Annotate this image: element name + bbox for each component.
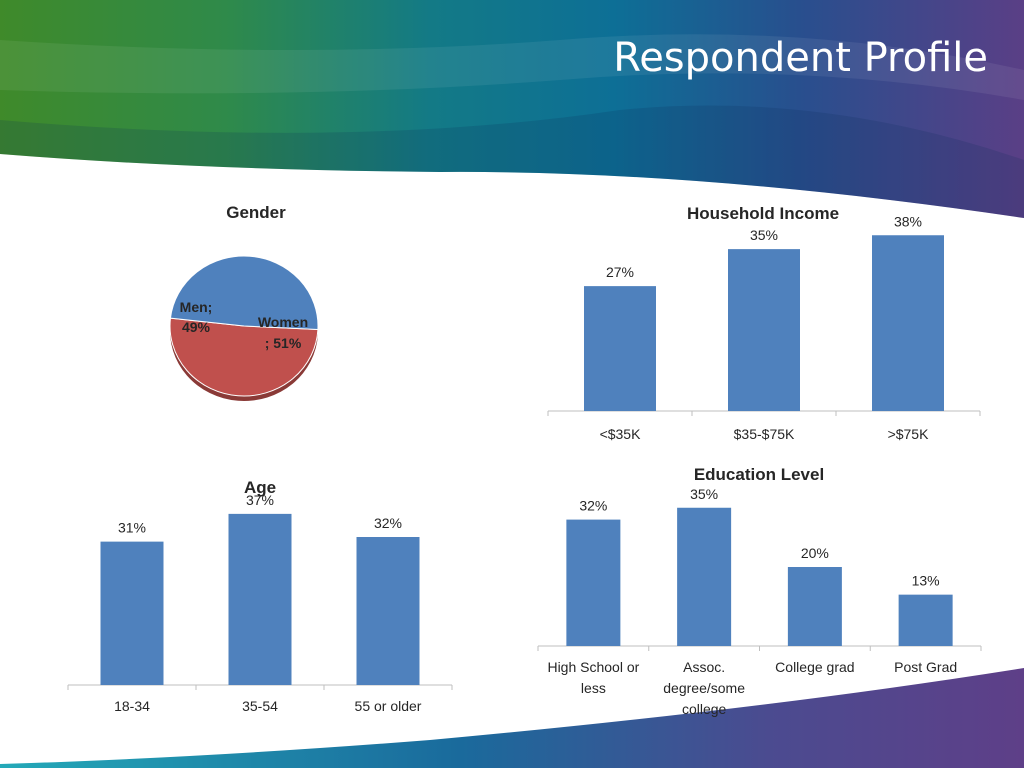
pie-label: Women [258, 314, 308, 330]
data-label: 32% [579, 498, 607, 514]
category-label: High School or [547, 659, 639, 675]
data-label: 27% [606, 264, 634, 280]
category-label: less [581, 680, 606, 696]
data-label: 31% [118, 520, 146, 536]
data-label: 37% [246, 492, 274, 508]
bar [100, 541, 164, 685]
chart-title: Age [244, 478, 276, 497]
data-label: 20% [801, 545, 829, 561]
bar [356, 537, 420, 685]
education-level-bar-chart: Education Level 32% High School or less 35%… [537, 465, 982, 717]
chart-title: Education Level [694, 465, 824, 484]
header-shade [0, 105, 1024, 218]
slide-title: Respondent Profile [613, 35, 988, 81]
bar [677, 507, 732, 646]
category-label: Post Grad [894, 659, 957, 675]
household-income-bar-chart: Household Income 27% <$35K 35% $35-$75K 38% >… [547, 204, 981, 442]
pie-label: ; 51% [265, 335, 302, 351]
category-label: degree/some [663, 680, 745, 696]
pie-slice [169, 255, 319, 330]
header-highlight [0, 34, 1024, 100]
bar [566, 519, 621, 646]
pie-label: Men; [180, 299, 213, 315]
bar [872, 235, 944, 411]
bar [787, 567, 842, 646]
chart-title: Household Income [687, 204, 839, 223]
data-label: 35% [690, 486, 718, 502]
data-label: 35% [750, 227, 778, 243]
bar [228, 513, 292, 685]
bar [584, 286, 656, 411]
category-label: >$75K [888, 426, 930, 442]
bar [898, 594, 953, 646]
pie-slice [169, 317, 319, 397]
data-label: 38% [894, 213, 922, 229]
category-label: Assoc. [683, 659, 725, 675]
bar [728, 249, 800, 411]
footer-band [0, 668, 1024, 768]
chart-title: Gender [226, 203, 286, 222]
gender-pie-chart: Gender Men; 49% Women ; 51% [169, 203, 319, 401]
category-label: College grad [775, 659, 854, 675]
pie-label: 49% [182, 319, 211, 335]
category-label: college [682, 701, 727, 717]
age-bar-chart: Age 31% 18-34 37% 35-54 32% 55 or older [67, 478, 453, 714]
data-label: 13% [912, 573, 940, 589]
category-label: $35-$75K [734, 426, 795, 442]
header-band [0, 0, 1024, 218]
category-label: 18-34 [114, 698, 150, 714]
category-label: <$35K [600, 426, 642, 442]
data-label: 32% [374, 515, 402, 531]
category-label: 35-54 [242, 698, 278, 714]
category-label: 55 or older [355, 698, 422, 714]
